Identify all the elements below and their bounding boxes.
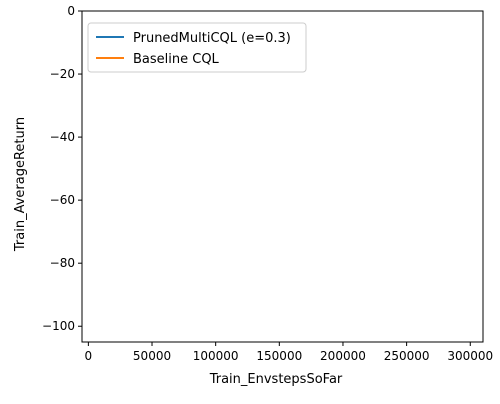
x-axis-label: Train_EnvstepsSoFar (209, 372, 343, 387)
legend-label: PrunedMultiCQL (e=0.3) (133, 31, 291, 46)
y-tick-label: −40 (50, 130, 75, 144)
y-tick-label: −100 (42, 319, 75, 333)
x-tick-label: 200000 (320, 349, 366, 363)
y-tick-label: −20 (50, 67, 75, 81)
y-tick-label: −80 (50, 256, 75, 270)
legend-box (87, 22, 307, 73)
x-tick-label: 100000 (193, 349, 239, 363)
y-tick-label: 0 (67, 4, 75, 18)
x-tick-label: 50000 (133, 349, 171, 363)
x-tick-label: 150000 (256, 349, 302, 363)
x-tick-label: 300000 (447, 349, 493, 363)
legend: PrunedMultiCQL (e=0.3) Baseline CQL (87, 22, 307, 73)
legend-label: Baseline CQL (133, 52, 220, 67)
y-tick-label: −60 (50, 193, 75, 207)
x-tick-label: 0 (85, 349, 93, 363)
x-tick-label: 250000 (384, 349, 430, 363)
y-axis-label: Train_AverageReturn (13, 117, 28, 252)
